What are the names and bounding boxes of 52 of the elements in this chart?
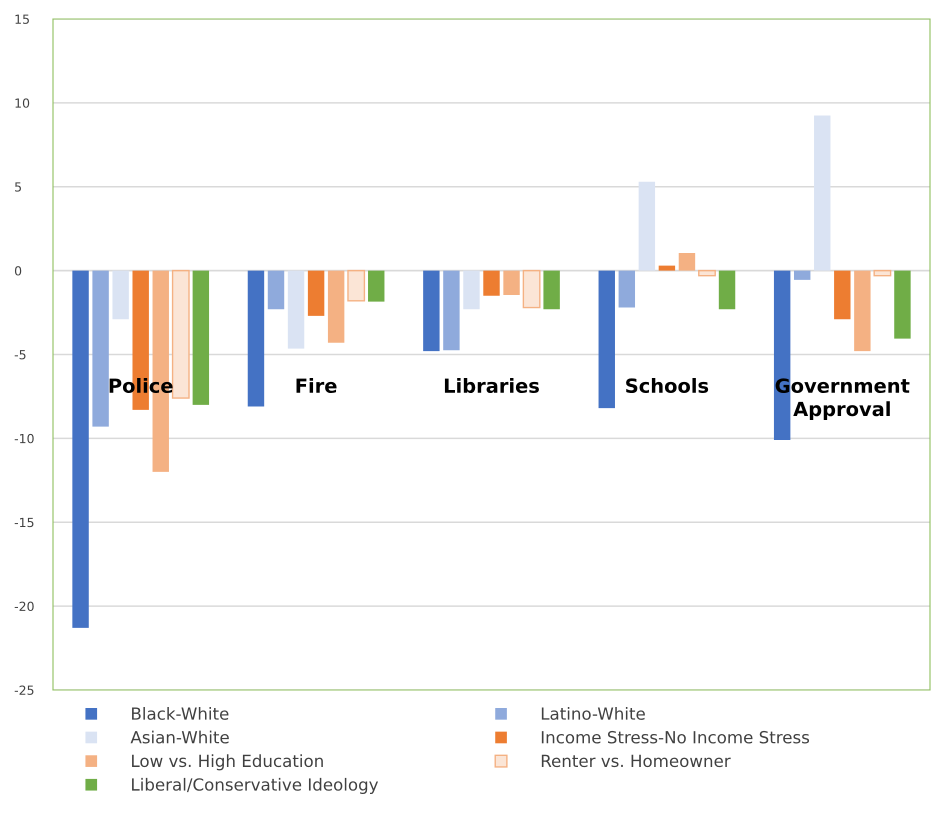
y-tick-label: 15 [15,14,29,24]
bar [658,266,676,271]
bar [678,253,696,271]
x-tick-label: Libraries [444,378,539,394]
bar [814,115,830,271]
bar [172,270,190,399]
legend-label: Liberal/Conservative Ideology [132,778,378,794]
bar [288,270,304,349]
legend-label: Black-White [132,707,228,720]
bar [72,270,89,628]
bar [854,270,871,352]
bar [894,270,911,339]
x-tick-label: Schools [626,378,708,394]
bar [308,270,324,316]
bar [543,270,560,310]
bar [368,270,384,302]
y-tick-label: -5 [14,350,26,360]
bar [463,270,480,310]
y-tick-label: -10 [14,434,34,444]
legend-label: Renter vs. Homeowner [542,754,731,768]
bar [248,270,264,407]
bar [698,270,716,276]
y-tick-label: 5 [15,182,21,192]
legend-label: Income Stress-No Income Stress [542,730,810,744]
x-tick-label: Fire [296,378,337,394]
bar [718,270,736,310]
legend-label: Latino-White [542,707,645,720]
bar [618,270,636,308]
bar [268,270,284,310]
bar [443,270,460,350]
bar [347,270,366,302]
bar [92,270,109,427]
bar [503,270,520,295]
bar [638,182,656,271]
legend-label: Asian-White [130,730,229,744]
y-tick-label: -25 [14,685,34,695]
y-tick-label: 10 [15,98,30,108]
x-tick-label: Police [110,378,173,394]
bar [873,270,892,276]
y-tick-label: -15 [14,518,34,528]
y-tick-label: 0 [14,266,22,276]
bar [483,270,500,296]
legend-label: Low vs. High Education [132,754,323,770]
bar [423,270,440,352]
y-tick-label: -20 [14,602,34,612]
bar [834,270,851,320]
bar [794,270,810,280]
bar [328,270,344,343]
bar [192,270,210,405]
bar [598,270,615,408]
bar [112,270,129,320]
bar [522,270,541,308]
